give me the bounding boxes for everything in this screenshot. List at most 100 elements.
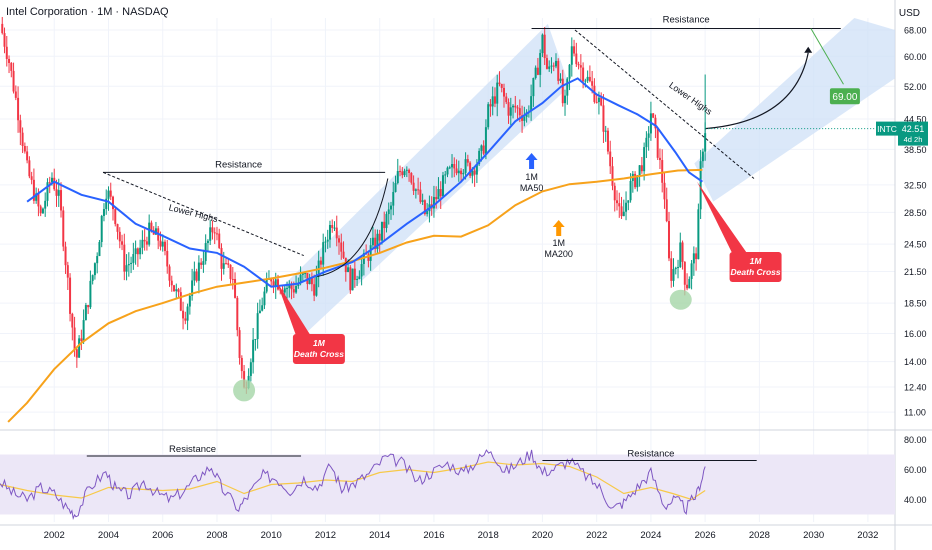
candle-body xyxy=(69,277,72,314)
candle-body xyxy=(688,278,691,289)
candle-body xyxy=(512,105,515,108)
candle-body xyxy=(475,164,478,175)
candle-body xyxy=(541,34,544,54)
candle-body xyxy=(301,273,304,275)
candle-body xyxy=(234,279,237,298)
candle-body xyxy=(286,288,289,290)
candle-body xyxy=(559,78,562,81)
candle-body xyxy=(98,242,101,257)
rsi-resistance-label-right: Resistance xyxy=(627,449,674,460)
candle-body xyxy=(80,338,83,342)
candle-body xyxy=(604,130,607,132)
candle-body xyxy=(656,128,659,158)
candle-body xyxy=(288,284,291,289)
candle-body xyxy=(292,289,295,293)
candle-body xyxy=(200,262,203,265)
candle-body xyxy=(394,183,397,192)
price-tick-label: 60.00 xyxy=(904,52,927,62)
death-cross-2-pointer xyxy=(697,181,748,256)
candle-body xyxy=(600,97,603,106)
candle-body xyxy=(543,34,546,59)
candle-body xyxy=(597,97,600,103)
candle-body xyxy=(371,237,374,246)
ma50-up-arrow xyxy=(525,153,538,169)
candle-body xyxy=(335,227,338,239)
candle-body xyxy=(439,189,442,197)
candle-body xyxy=(283,288,286,293)
candle-body xyxy=(116,224,119,232)
lower-highs-label-left: Lower Highs xyxy=(168,202,219,224)
candle-body xyxy=(584,80,587,82)
candle-body xyxy=(118,231,121,242)
candle-body xyxy=(667,221,670,259)
time-tick-label: 2012 xyxy=(315,530,336,541)
candle-body xyxy=(380,221,383,241)
candle-body xyxy=(417,189,420,191)
candle-body xyxy=(62,210,65,247)
candle-body xyxy=(177,289,180,293)
candle-body xyxy=(482,145,485,154)
candle-body xyxy=(57,190,60,196)
price-tick-label: 52.00 xyxy=(904,82,927,92)
candle-body xyxy=(55,189,58,196)
candle-body xyxy=(457,170,460,174)
candle-body xyxy=(60,190,63,211)
candle-body xyxy=(184,318,187,321)
candle-body xyxy=(342,251,345,258)
candle-body xyxy=(437,189,440,200)
candle-body xyxy=(141,239,144,248)
candle-body xyxy=(145,241,148,245)
candle-body xyxy=(568,64,571,79)
candle-body xyxy=(523,116,526,121)
candle-body xyxy=(613,185,616,201)
price-tag-value: 42.51 xyxy=(902,124,925,134)
candle-body xyxy=(175,289,178,292)
candle-body xyxy=(159,240,162,247)
candle-body xyxy=(209,227,212,241)
price-tick-label: 16.00 xyxy=(904,329,927,339)
candle-body xyxy=(202,261,205,265)
candle-body xyxy=(102,209,105,216)
death-cross-2-label-line2: Death Cross xyxy=(731,267,781,277)
projection-arrowhead xyxy=(804,46,813,53)
candle-body xyxy=(679,242,682,268)
candle-body xyxy=(222,263,225,269)
target-badge xyxy=(829,88,860,105)
candle-body xyxy=(690,263,693,279)
candle-body xyxy=(193,271,196,281)
candle-body xyxy=(602,105,605,132)
candle-body xyxy=(498,82,501,85)
candle-body xyxy=(518,108,521,116)
candle-body xyxy=(564,95,567,104)
candle-body xyxy=(182,310,185,319)
candle-body xyxy=(84,305,87,321)
rsi-line xyxy=(0,449,706,520)
price-tag-value-box xyxy=(898,121,928,146)
candle-body xyxy=(681,242,684,262)
candle-body xyxy=(695,253,698,260)
candle-body xyxy=(577,64,580,66)
candle-body xyxy=(692,253,695,264)
candle-body xyxy=(96,256,99,264)
time-tick-label: 2002 xyxy=(44,530,65,541)
candle-body xyxy=(432,196,435,209)
candle-body xyxy=(446,167,449,175)
ascending-channel-projection xyxy=(694,18,895,202)
candle-body xyxy=(46,182,49,201)
candle-body xyxy=(231,278,234,280)
candle-body xyxy=(622,211,625,217)
rsi-band xyxy=(0,454,895,515)
candle-body xyxy=(1,23,4,34)
time-tick-label: 2030 xyxy=(803,530,824,541)
death-cross-1-label-line1: 1M xyxy=(313,338,326,348)
candle-body xyxy=(451,163,454,168)
candle-body xyxy=(125,265,128,272)
candle-body xyxy=(308,277,311,285)
candle-body xyxy=(32,179,35,201)
candle-body xyxy=(548,66,551,69)
candle-body xyxy=(170,280,173,286)
candle-body xyxy=(360,264,363,277)
price-tick-label: 18.50 xyxy=(904,299,927,309)
candle-body xyxy=(107,190,110,199)
